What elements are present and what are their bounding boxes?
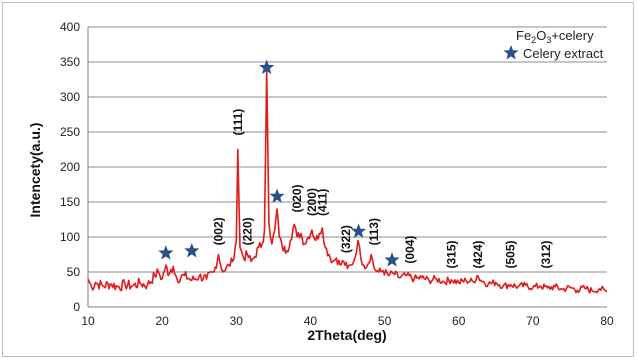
star-marker [384, 252, 400, 267]
x-tick-label: 70 [526, 314, 540, 328]
x-tick-label: 50 [378, 314, 392, 328]
y-tick-label: 0 [73, 300, 80, 314]
axes [87, 27, 607, 308]
y-tick-label: 250 [60, 125, 80, 139]
legend-entry-series: Fe2O3+celery [516, 28, 594, 45]
star-marker [158, 245, 174, 260]
peak-labels: (002) (111) (220) (020) (200)(411) (322) (113)… [212, 109, 554, 269]
series-line [87, 68, 608, 294]
x-tick-label: 40 [304, 314, 318, 328]
peak-label: (220) [240, 217, 254, 245]
y-tick-label: 300 [60, 90, 80, 104]
y-tick-label: 200 [60, 160, 80, 174]
y-tick-labels: 0 50 100 150 200 250 300 350 400 [60, 20, 80, 314]
star-marker [269, 188, 285, 203]
legend-star-shape [503, 45, 519, 60]
peak-label: (020) [290, 184, 304, 212]
x-tick-label: 80 [600, 314, 614, 328]
x-tick-label: 10 [81, 314, 95, 328]
peak-label: (002) [212, 217, 226, 245]
y-tick-label: 350 [60, 55, 80, 69]
x-tick-label: 20 [155, 314, 169, 328]
peak-label: (505) [504, 240, 518, 268]
peak-label: (424) [471, 240, 485, 268]
star-markers [158, 59, 400, 267]
x-axis-label: 2Theta(deg) [307, 327, 386, 343]
y-tick-label: 400 [60, 20, 80, 34]
y-tick-label: 50 [67, 265, 81, 279]
peak-label: (322) [339, 225, 353, 253]
peak-label: (200) [305, 188, 319, 216]
peak-label: (315) [444, 240, 458, 268]
peak-label: (004) [403, 236, 417, 264]
chart-frame [2, 2, 634, 357]
y-tick-label: 100 [60, 230, 80, 244]
y-axis-label: Intencety(a.u.) [27, 123, 43, 218]
x-tick-labels: 10 20 30 40 50 60 70 80 [81, 314, 614, 328]
x-tick-label: 30 [230, 314, 244, 328]
x-tick-label: 60 [452, 314, 466, 328]
star-icon [503, 45, 519, 60]
peak-label: (113) [367, 218, 381, 245]
star-marker [351, 223, 367, 238]
legend: Fe2O3+celery Celery extract [503, 28, 604, 61]
legend-entry-celery-extract: Celery extract [523, 46, 604, 61]
star-marker [259, 59, 275, 75]
star-marker [184, 243, 200, 258]
peak-label: (411) [315, 189, 329, 216]
y-tick-label: 150 [60, 195, 80, 209]
peak-label: (111) [231, 109, 245, 136]
peak-label: (312) [539, 240, 553, 268]
